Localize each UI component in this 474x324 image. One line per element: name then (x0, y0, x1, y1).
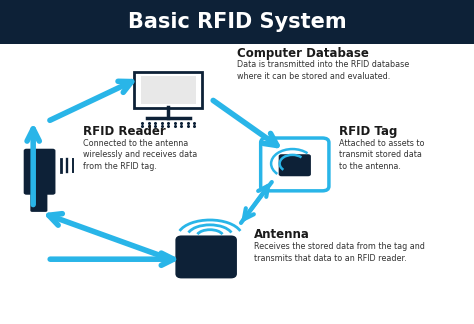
Text: Computer Database: Computer Database (237, 47, 369, 60)
FancyBboxPatch shape (261, 138, 329, 191)
FancyBboxPatch shape (141, 76, 196, 104)
Text: RFID Tag: RFID Tag (339, 125, 397, 138)
FancyBboxPatch shape (279, 154, 311, 176)
FancyBboxPatch shape (134, 72, 202, 108)
Text: Antenna: Antenna (254, 228, 310, 241)
Text: Receives the stored data from the tag and
transmits that data to an RFID reader.: Receives the stored data from the tag an… (254, 242, 424, 263)
FancyBboxPatch shape (24, 149, 55, 195)
Text: Data is transmitted into the RFID database
where it can be stored and evaluated.: Data is transmitted into the RFID databa… (237, 60, 409, 81)
FancyBboxPatch shape (0, 0, 474, 44)
Text: RFID Reader: RFID Reader (83, 125, 166, 138)
FancyBboxPatch shape (30, 188, 47, 212)
Text: Basic RFID System: Basic RFID System (128, 12, 346, 32)
FancyBboxPatch shape (177, 237, 236, 277)
Text: Connected to the antenna
wirelessly and receives data
from the RFID tag.: Connected to the antenna wirelessly and … (83, 139, 197, 171)
Text: Attached to assets to
transmit stored data
to the antenna.: Attached to assets to transmit stored da… (339, 139, 424, 171)
